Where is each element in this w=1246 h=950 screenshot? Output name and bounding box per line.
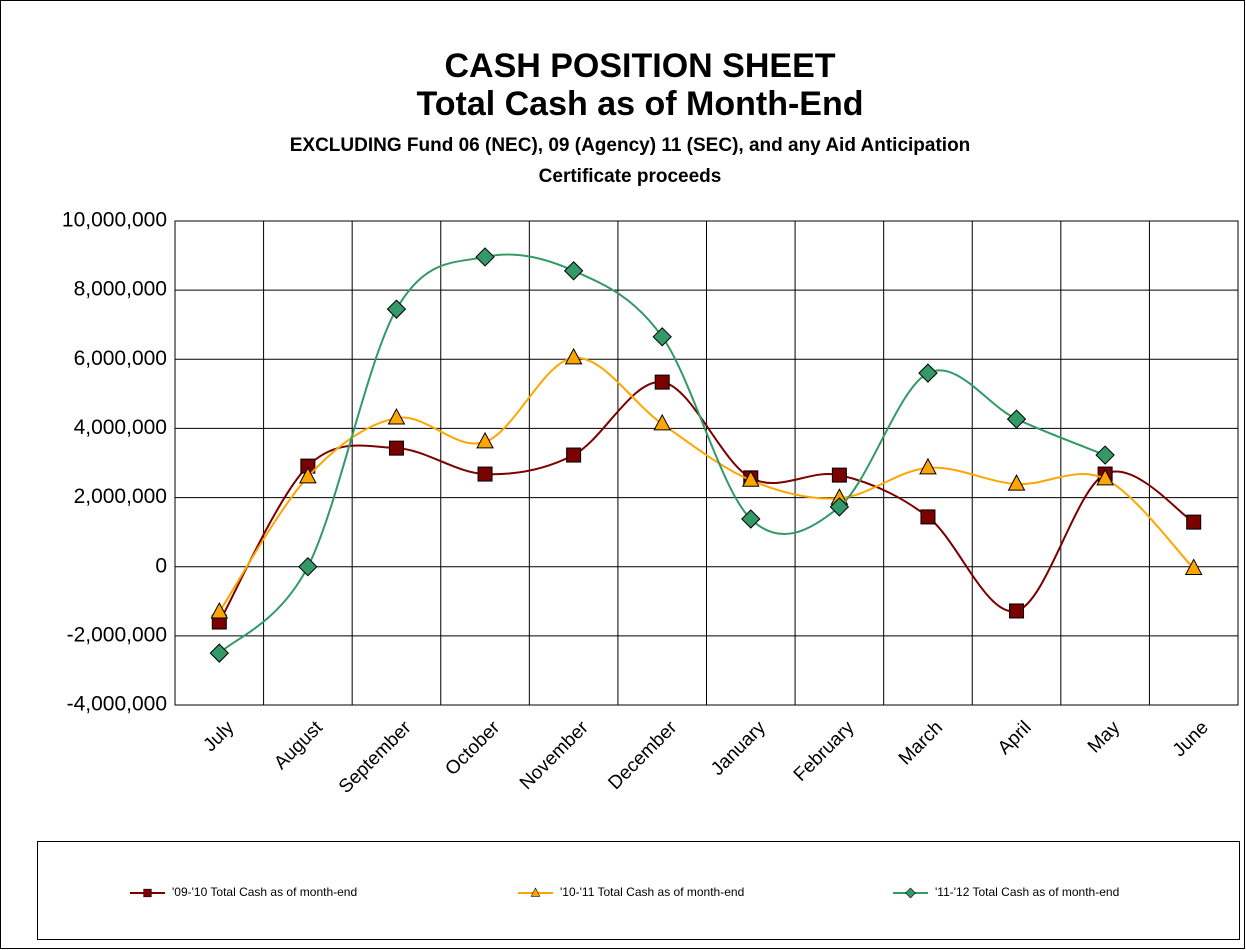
y-tick-label: 6,000,000 (74, 347, 167, 370)
marker (831, 467, 847, 483)
marker (564, 347, 583, 365)
marker (1096, 468, 1114, 486)
plot-border (174, 220, 1239, 706)
legend-label: '09-'10 Total Cash as of month-end (172, 885, 357, 899)
legend-marker (143, 888, 152, 898)
legend-box (37, 841, 1240, 940)
marker (476, 431, 494, 449)
marker (386, 299, 407, 319)
marker (563, 261, 584, 281)
chart-subtitle: Certificate proceeds (539, 166, 722, 187)
marker (1186, 514, 1202, 530)
marker (920, 509, 936, 525)
marker (298, 557, 318, 577)
series-line (218, 356, 1195, 613)
y-tick-label: 4,000,000 (74, 416, 167, 439)
marker (918, 363, 938, 383)
series-line (218, 381, 1195, 623)
marker (1095, 445, 1115, 465)
marker (741, 509, 761, 529)
y-tick-label: -2,000,000 (67, 623, 167, 646)
y-tick-label: 8,000,000 (74, 278, 167, 301)
marker (387, 407, 406, 425)
marker (741, 470, 760, 487)
chart-title: CASH POSITION SHEET (444, 47, 835, 85)
legend-label: '10-'11 Total Cash as of month-end (560, 885, 744, 899)
chart-subtitle: EXCLUDING Fund 06 (NEC), 09 (Agency) 11 … (290, 135, 971, 156)
marker (1007, 474, 1026, 491)
marker (1009, 603, 1025, 619)
marker (477, 466, 493, 482)
marker (210, 601, 229, 619)
y-tick-label: 0 (155, 554, 167, 577)
marker (652, 327, 672, 347)
marker (566, 447, 582, 463)
marker (299, 466, 317, 484)
marker (919, 457, 937, 475)
marker (654, 374, 670, 390)
marker (653, 413, 672, 431)
marker (388, 440, 404, 456)
y-tick-label: 2,000,000 (74, 485, 167, 508)
legend-marker (905, 887, 916, 899)
legend-label: '11-'12 Total Cash as of month-end (935, 885, 1119, 899)
marker (1184, 558, 1203, 575)
marker (475, 247, 495, 267)
y-tick-label: 10,000,000 (62, 209, 167, 232)
marker (209, 643, 229, 663)
legend-marker (530, 887, 541, 897)
chart-title: Total Cash as of Month-End (416, 85, 863, 123)
marker (1006, 409, 1027, 429)
y-tick-label: -4,000,000 (67, 693, 167, 716)
marker (829, 497, 850, 517)
